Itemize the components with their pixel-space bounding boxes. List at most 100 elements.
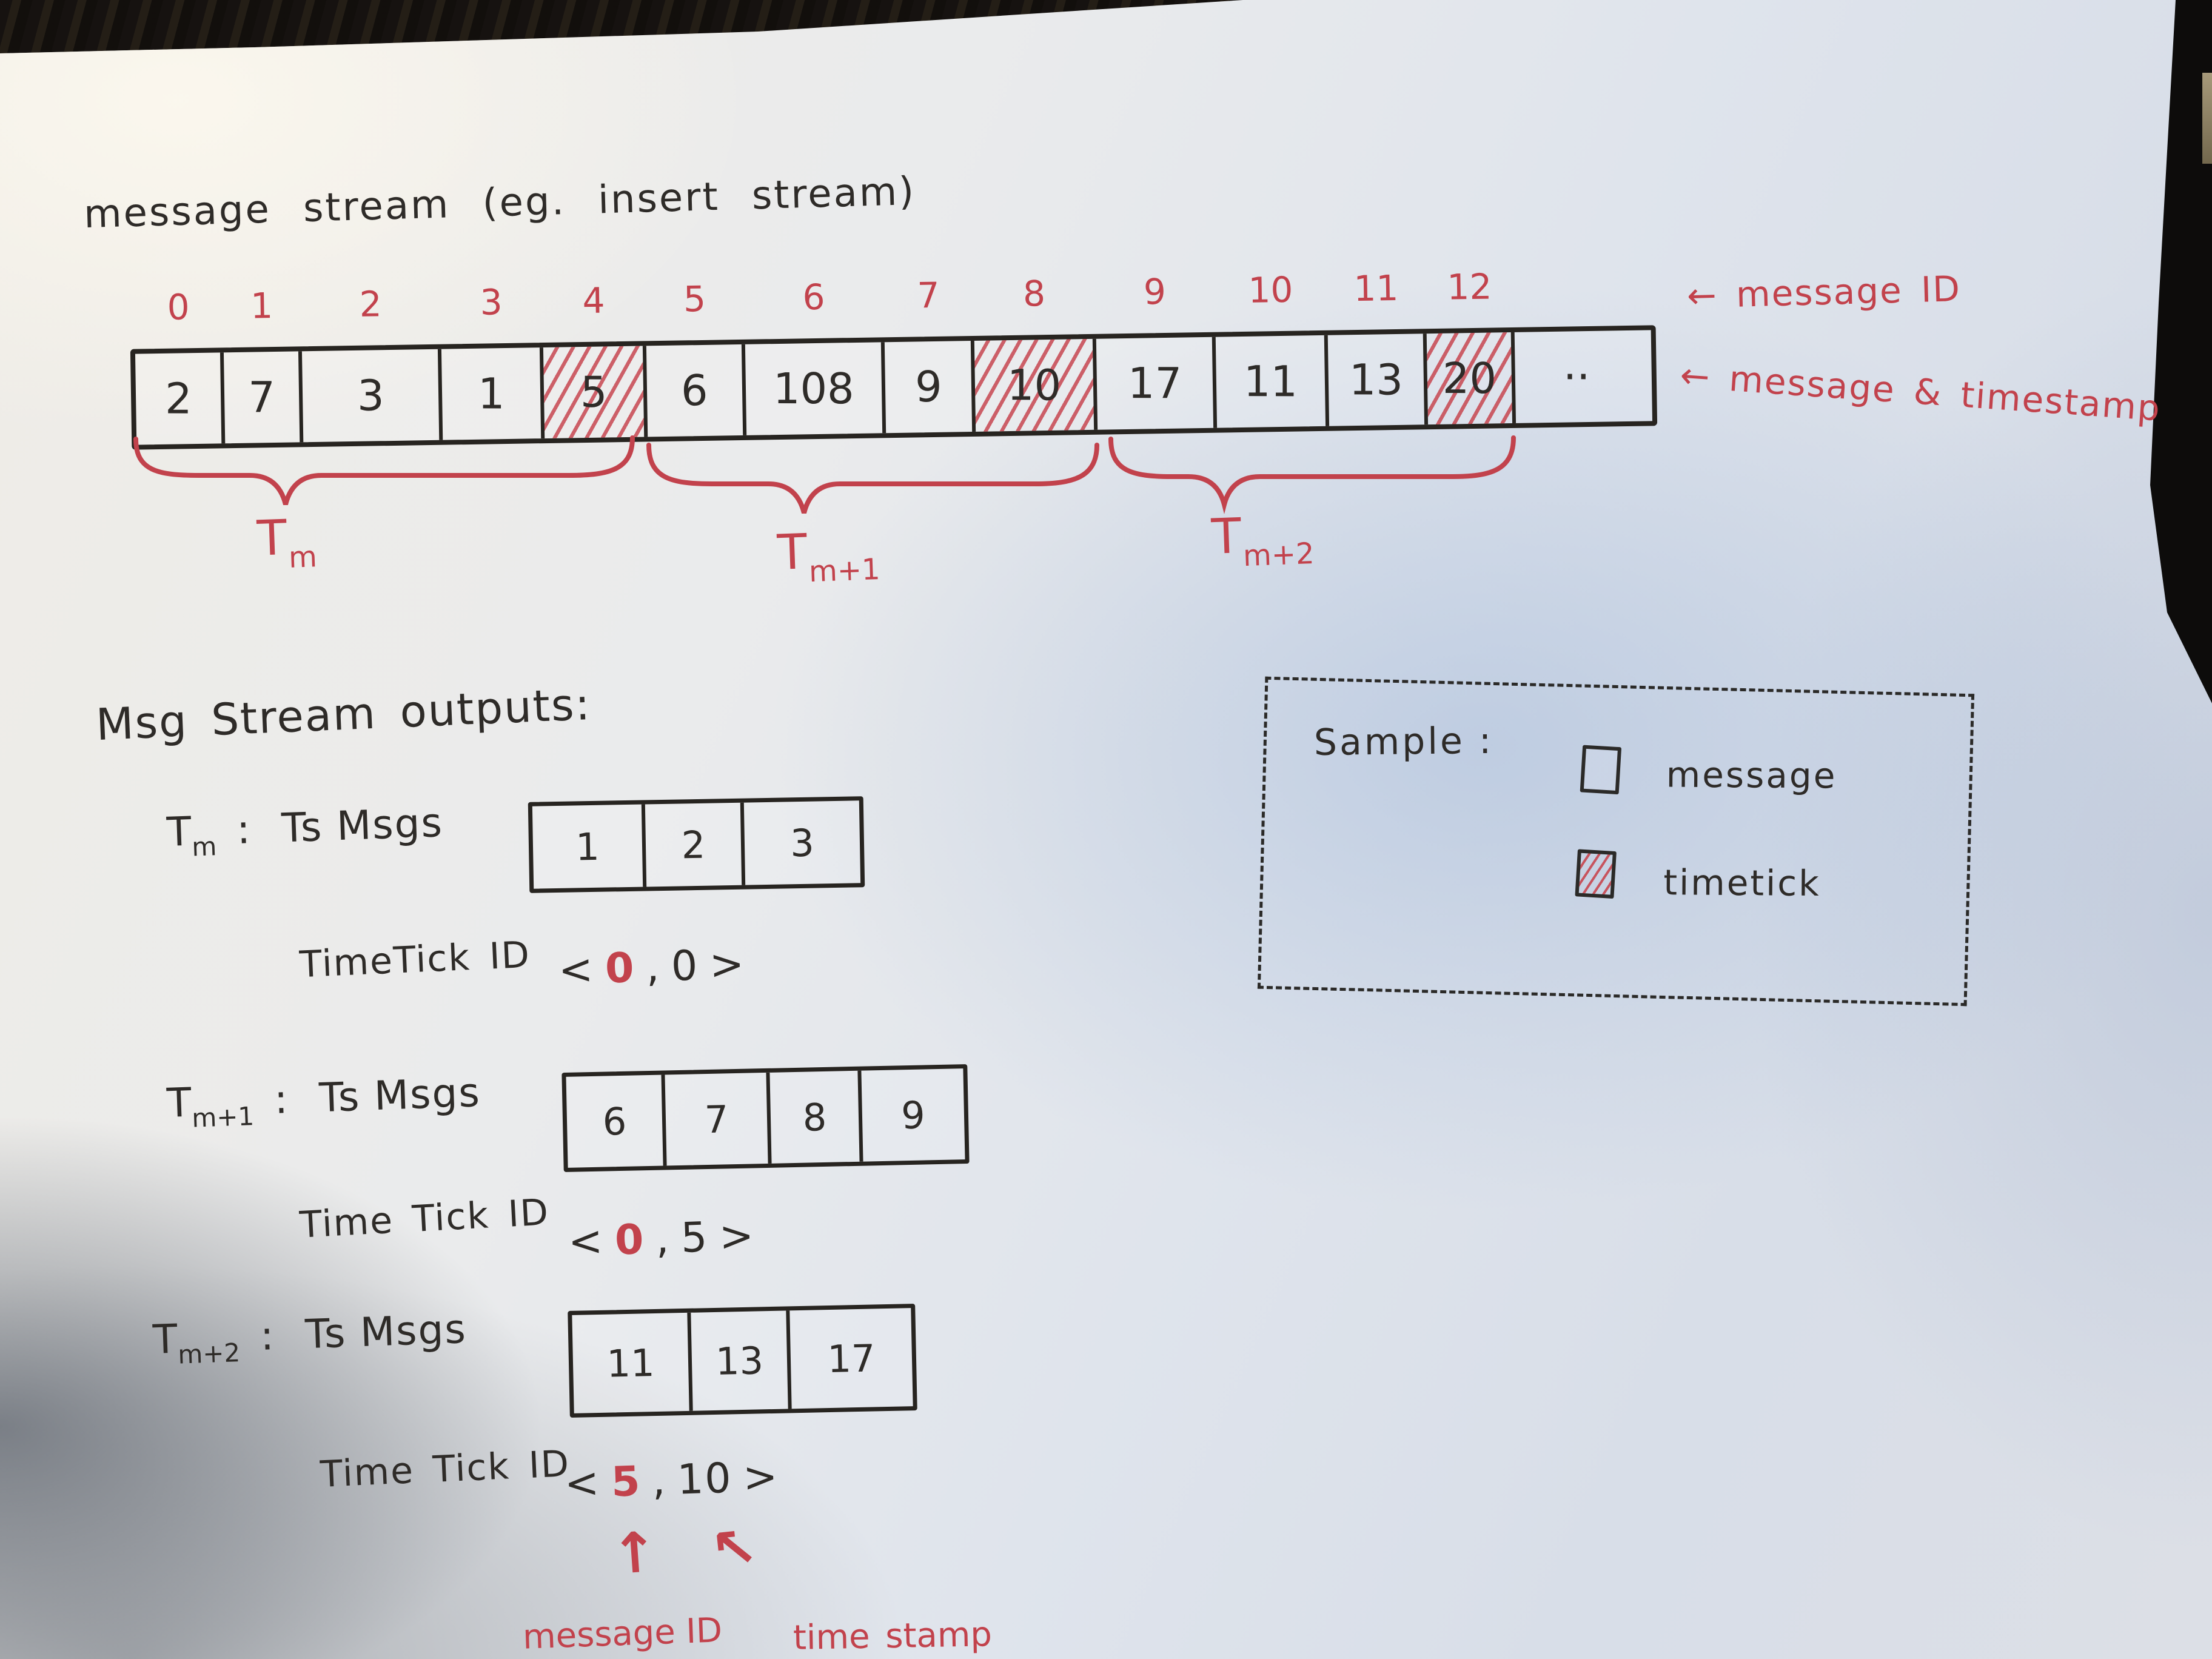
tuple-close: > — [742, 1452, 780, 1502]
stream-cell-timetick: 10 — [970, 338, 1094, 432]
stream-index: 10 — [1247, 269, 1293, 311]
tuple-message-id: 0 — [604, 943, 636, 993]
stream-index: 8 — [1022, 273, 1046, 315]
output-cell: 17 — [786, 1308, 913, 1409]
timetick-id-tuple: <0, 0 > — [552, 940, 752, 995]
pointer-message-id-label: message ID — [521, 1610, 723, 1657]
output-cell: 13 — [687, 1310, 788, 1411]
sample-legend-box: Sample : message timetick — [1257, 676, 1975, 1007]
output-cell: 9 — [857, 1068, 965, 1162]
stream-cell-value: 20 — [1442, 354, 1496, 404]
output-cell: 7 — [661, 1072, 768, 1166]
stream-cell-value: 2 — [164, 374, 192, 424]
window-label-base: T — [776, 523, 808, 581]
tuple-comma: , — [651, 1456, 668, 1506]
output-cell: 1 — [575, 824, 600, 869]
stream-cell: 6 — [642, 344, 743, 437]
legend-title: Sample : — [1313, 719, 1494, 764]
stream-cell: 11 — [1212, 335, 1326, 428]
stream-cell: 2 — [135, 352, 221, 444]
stream-index: 1 — [250, 285, 273, 327]
table-edge-sliver — [2202, 73, 2212, 164]
stream-cell-value: 108 — [773, 363, 854, 414]
window-label-sub: m+1 — [808, 552, 881, 589]
window-label-tm2: Tm+2 — [1210, 505, 1315, 573]
tuple-message-id: 0 — [614, 1215, 646, 1265]
stream-cell-value: 10 — [1007, 360, 1062, 411]
row-label-base: T — [166, 808, 192, 856]
row-label-colon: : — [235, 806, 251, 853]
stream-index: 0 — [167, 286, 190, 328]
stream-cell: 9 — [880, 340, 973, 434]
output-cell: 3 — [740, 800, 861, 885]
pointer-timestamp-label: time stamp — [793, 1615, 993, 1658]
stream-index: 2 — [359, 283, 383, 325]
tuple-open: < — [557, 945, 595, 995]
stream-cell: 108 — [741, 342, 883, 435]
ts-msgs-label: Ts Msgs — [304, 1305, 468, 1358]
timetick-id-tuple: <0, 5 > — [562, 1212, 762, 1267]
row-label-colon: : — [259, 1312, 275, 1359]
stream-cell-value: 5 — [580, 367, 608, 417]
brace-window-tm2 — [1108, 435, 1516, 514]
message-id-annotation: ← message ID — [1686, 268, 1962, 317]
tuple-close: > — [718, 1212, 756, 1261]
row-label-sub: m+2 — [177, 1338, 241, 1370]
tuple-comma: , — [645, 943, 662, 992]
output-cell: 11 — [606, 1340, 655, 1386]
stream-cell-value: 6 — [681, 366, 708, 416]
stream-cell-value: 13 — [1349, 355, 1404, 405]
stream-cell-value: 9 — [914, 362, 942, 412]
up-arrow-icon: ↑ — [609, 1519, 660, 1587]
stream-cell-value: 3 — [357, 370, 384, 421]
tuple-message-id: 5 — [610, 1457, 642, 1507]
stream-cell-timetick: 20 — [1423, 332, 1513, 425]
stream-cell-value: ·· — [1563, 352, 1590, 402]
output-box-tm1: 6 7 8 9 — [561, 1064, 970, 1172]
legend-item-timetick: timetick — [1663, 862, 1821, 905]
stream-cell-value: 17 — [1127, 358, 1182, 409]
tuple-comma: , — [654, 1215, 671, 1264]
row-label-colon: : — [273, 1076, 289, 1123]
tuple-timestamp: 0 — [670, 942, 700, 991]
output-cell: 2 — [641, 802, 742, 887]
tuple-timestamp: 5 — [680, 1213, 709, 1262]
stream-cell-value: 1 — [477, 369, 505, 419]
brace-window-tm — [133, 435, 635, 506]
stream-index: 12 — [1446, 266, 1492, 308]
window-label-base: T — [1210, 508, 1242, 565]
tuple-open: < — [567, 1217, 605, 1267]
stream-cell: 17 — [1092, 337, 1214, 430]
tuple-timestamp: 10 — [676, 1454, 733, 1504]
tuple-open: < — [563, 1459, 602, 1509]
window-label-sub: m+2 — [1242, 537, 1315, 574]
message-swatch-icon — [1580, 745, 1622, 795]
window-label-sub: m — [288, 540, 318, 575]
row-label-sub: m — [191, 831, 218, 862]
ts-msgs-label: Ts Msgs — [281, 799, 444, 852]
output-box-tm2: 11 13 17 — [568, 1304, 917, 1418]
stream-cell-value: 7 — [248, 372, 275, 423]
legend-item-message: message — [1666, 754, 1837, 797]
output-cell: 6 — [602, 1099, 628, 1144]
stream-index: 5 — [683, 278, 706, 320]
tuple-close: > — [708, 940, 746, 990]
window-label-base: T — [256, 509, 288, 567]
row-label-sub: m+1 — [191, 1101, 255, 1133]
stream-index: 7 — [917, 274, 940, 317]
stream-cell-value: 11 — [1243, 357, 1298, 407]
output-box-tm: 1 2 3 — [528, 796, 865, 893]
stream-cell: 7 — [220, 351, 300, 444]
stream-cell: 3 — [298, 349, 440, 443]
stream-index: 9 — [1143, 270, 1167, 313]
timetick-swatch-icon — [1575, 849, 1617, 899]
row-label-base: T — [166, 1079, 192, 1127]
stream-index-ellipsis — [1511, 260, 1638, 310]
brace-window-tm1 — [646, 443, 1099, 514]
up-left-arrow-icon: ↖ — [707, 1513, 761, 1583]
ts-msgs-label: Ts Msgs — [318, 1068, 481, 1122]
stream-index: 4 — [582, 280, 606, 322]
